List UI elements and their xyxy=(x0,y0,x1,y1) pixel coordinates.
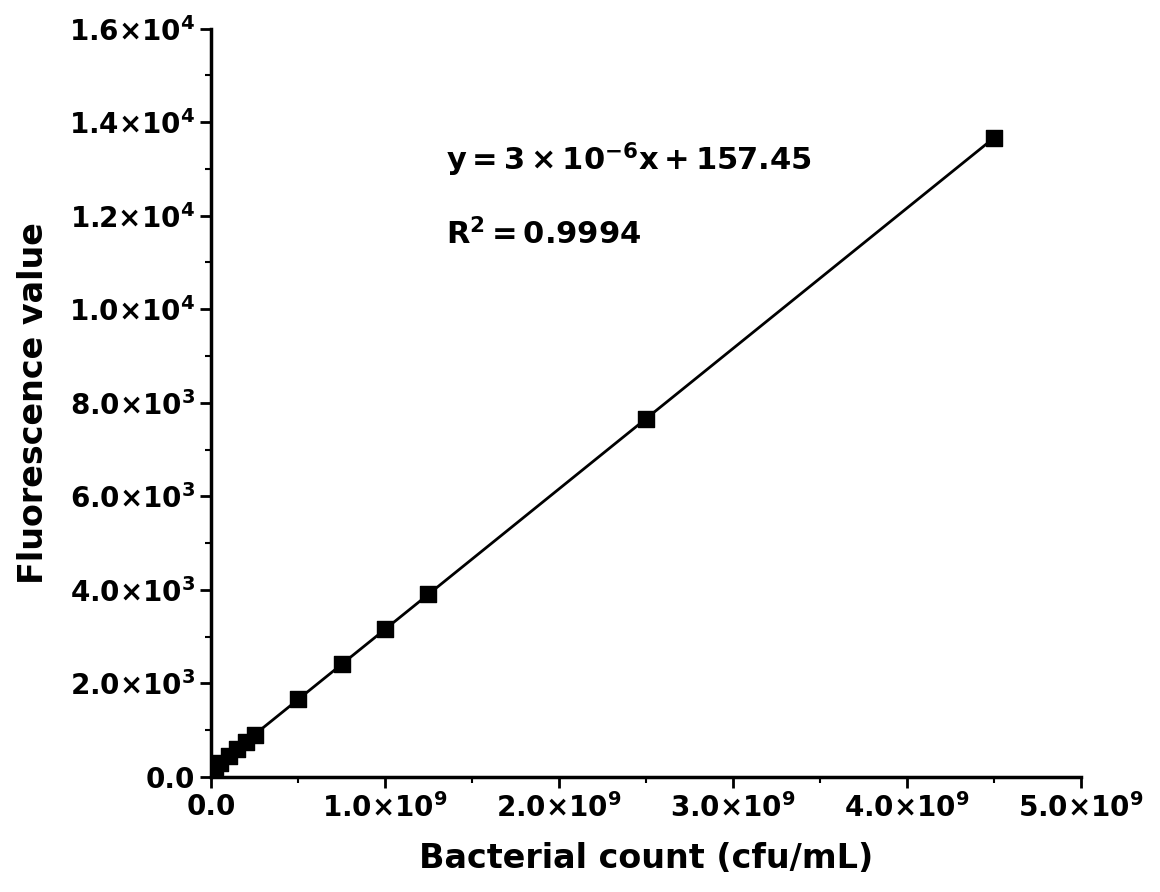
Point xyxy=(211,756,230,770)
Point xyxy=(289,692,307,706)
Point xyxy=(202,763,220,777)
Point xyxy=(985,131,1003,145)
Point xyxy=(332,657,350,672)
Text: $\mathbf{y = 3\times10^{-6}x + 157.45}$: $\mathbf{y = 3\times10^{-6}x + 157.45}$ xyxy=(445,140,812,178)
Point xyxy=(237,734,255,748)
Point xyxy=(219,748,238,763)
Point xyxy=(419,587,437,601)
Point xyxy=(229,741,247,756)
X-axis label: Bacterial count (cfu/mL): Bacterial count (cfu/mL) xyxy=(419,842,873,875)
Point xyxy=(245,728,263,742)
Text: $\mathbf{R^2 = 0.9994}$: $\mathbf{R^2 = 0.9994}$ xyxy=(445,219,641,251)
Point xyxy=(637,412,655,426)
Point xyxy=(376,623,394,637)
Y-axis label: Fluorescence value: Fluorescence value xyxy=(16,222,50,583)
Point xyxy=(205,760,224,774)
